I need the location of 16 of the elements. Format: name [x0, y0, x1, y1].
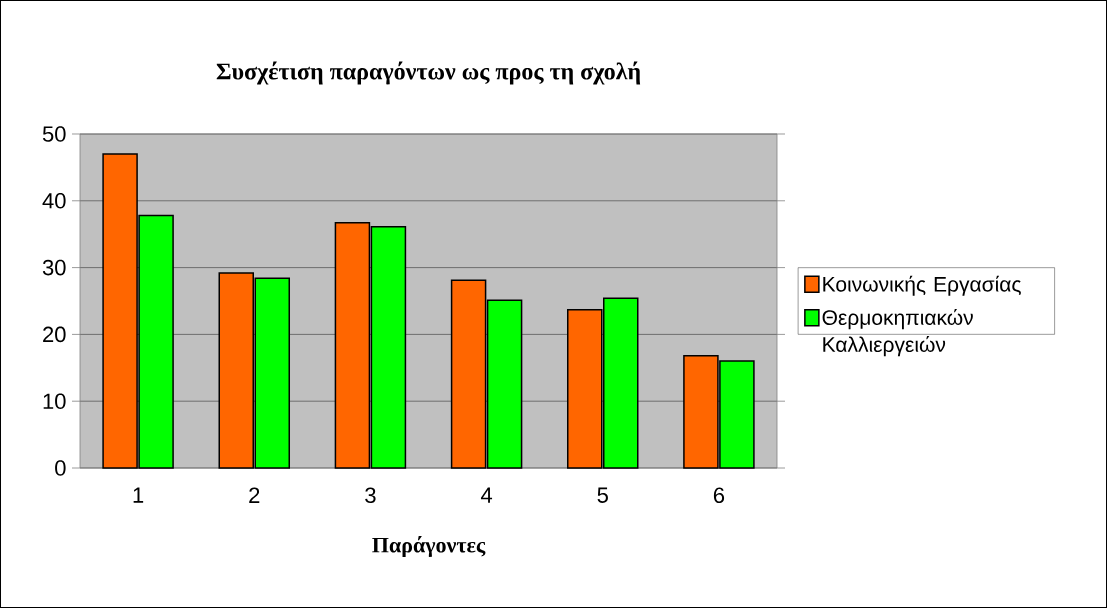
x-tick-label: 1	[133, 487, 144, 503]
x-tick-label: 3	[365, 487, 376, 504]
y-tick-label: 0	[55, 460, 66, 476]
x-tick-label: 6	[713, 487, 725, 504]
x-tick-label: 2	[249, 487, 260, 503]
legend-label: Θερμοκηπιακών Καλλιεργειών	[822, 309, 973, 357]
x-tick-label: 4	[480, 487, 493, 503]
y-tick-label: 10	[43, 393, 66, 409]
chart-title: Συσχέτιση παραγόντων ως προς τη σχολή	[216, 61, 641, 85]
y-tick-label: 50	[42, 126, 66, 142]
y-tick-label: 30	[42, 259, 66, 276]
legend-label: Κοινωνικής Εργασίας	[823, 275, 1021, 296]
y-tick-label: 20	[43, 326, 66, 343]
y-tick-label: 40	[42, 193, 66, 209]
x-axis-title: Παράγοντες	[372, 535, 486, 558]
x-tick-label: 5	[597, 487, 608, 503]
